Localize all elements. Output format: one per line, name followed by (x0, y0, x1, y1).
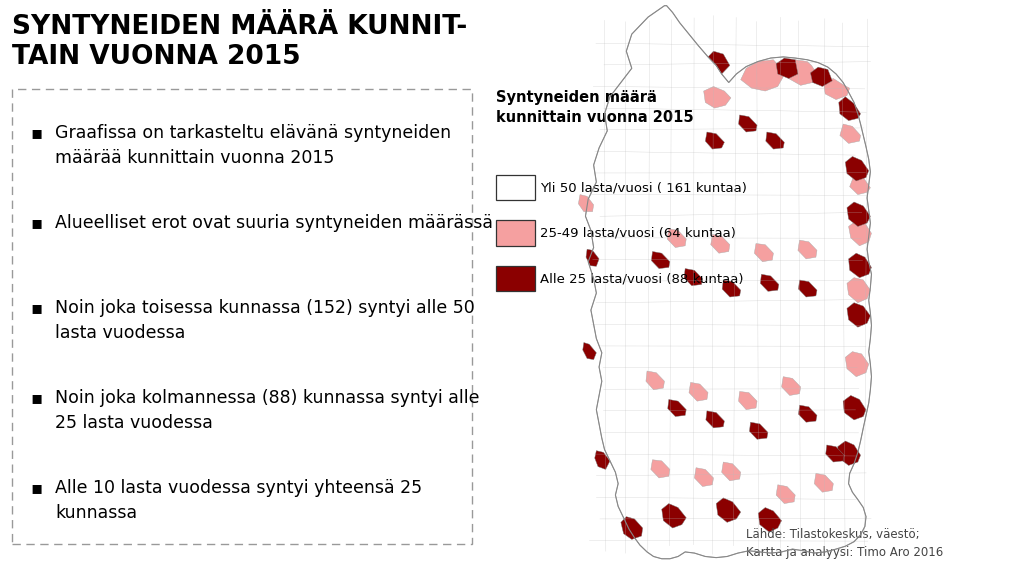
Polygon shape (847, 303, 870, 327)
Polygon shape (740, 60, 783, 91)
Text: Alle 25 lasta/vuosi (88 kuntaa): Alle 25 lasta/vuosi (88 kuntaa) (541, 273, 743, 285)
Polygon shape (849, 253, 871, 278)
Polygon shape (646, 371, 665, 390)
Polygon shape (850, 175, 870, 195)
Polygon shape (738, 391, 757, 410)
Polygon shape (823, 79, 850, 100)
Polygon shape (716, 498, 740, 522)
Text: Graafissa on tarkasteltu elävänä syntyneiden
määrää kunnittain vuonna 2015: Graafissa on tarkasteltu elävänä syntyne… (55, 124, 452, 167)
Polygon shape (621, 517, 643, 539)
Polygon shape (703, 86, 731, 108)
FancyBboxPatch shape (496, 266, 535, 291)
Polygon shape (846, 156, 868, 181)
Polygon shape (738, 115, 757, 132)
Polygon shape (799, 405, 817, 422)
Polygon shape (706, 411, 724, 428)
Polygon shape (583, 343, 596, 360)
FancyBboxPatch shape (496, 220, 535, 246)
Polygon shape (579, 195, 594, 212)
Polygon shape (847, 278, 870, 303)
Text: Alle 10 lasta vuodessa syntyi yhteensä 25
kunnassa: Alle 10 lasta vuodessa syntyi yhteensä 2… (55, 479, 422, 522)
Polygon shape (849, 221, 871, 246)
Text: Noin joka toisessa kunnassa (152) syntyi alle 50
lasta vuodessa: Noin joka toisessa kunnassa (152) syntyi… (55, 299, 475, 342)
Polygon shape (846, 352, 868, 377)
Text: Lähde: Tilastokeskus, väestö;
Kartta ja analyysi: Timo Aro 2016: Lähde: Tilastokeskus, väestö; Kartta ja … (746, 528, 943, 559)
Polygon shape (776, 58, 798, 79)
Polygon shape (781, 377, 801, 395)
Polygon shape (761, 274, 779, 291)
Text: ▪: ▪ (30, 479, 42, 497)
Polygon shape (694, 468, 714, 486)
Text: Syntyneiden määrä
kunnittain vuonna 2015: Syntyneiden määrä kunnittain vuonna 2015 (496, 90, 693, 125)
Polygon shape (758, 508, 781, 532)
Polygon shape (689, 382, 708, 401)
Polygon shape (847, 202, 870, 226)
Text: SYNTYNEIDEN MÄÄRÄ KUNNIT-: SYNTYNEIDEN MÄÄRÄ KUNNIT- (12, 14, 467, 40)
FancyBboxPatch shape (496, 175, 535, 200)
Polygon shape (755, 244, 773, 262)
Polygon shape (838, 441, 860, 465)
Polygon shape (651, 460, 670, 478)
Text: ▪: ▪ (30, 299, 42, 317)
Polygon shape (708, 51, 730, 74)
Polygon shape (706, 132, 724, 149)
Polygon shape (722, 462, 740, 481)
Polygon shape (586, 249, 599, 266)
Polygon shape (586, 6, 871, 559)
Polygon shape (595, 451, 610, 469)
Text: ▪: ▪ (30, 124, 42, 142)
Text: TAIN VUONNA 2015: TAIN VUONNA 2015 (12, 44, 301, 70)
Polygon shape (798, 240, 817, 259)
Polygon shape (651, 251, 670, 269)
Polygon shape (711, 234, 730, 253)
Polygon shape (776, 485, 796, 504)
Text: ▪: ▪ (30, 389, 42, 407)
Text: Yli 50 lasta/vuosi ( 161 kuntaa): Yli 50 lasta/vuosi ( 161 kuntaa) (541, 182, 748, 194)
Polygon shape (668, 399, 686, 417)
Polygon shape (684, 269, 702, 286)
Polygon shape (787, 60, 817, 85)
Text: Alueelliset erot ovat suuria syntyneiden määrässä: Alueelliset erot ovat suuria syntyneiden… (55, 214, 493, 232)
Polygon shape (825, 445, 844, 462)
Polygon shape (810, 67, 833, 86)
Polygon shape (722, 280, 740, 297)
Polygon shape (839, 97, 860, 121)
Text: Noin joka kolmannessa (88) kunnassa syntyi alle
25 lasta vuodessa: Noin joka kolmannessa (88) kunnassa synt… (55, 389, 479, 432)
Polygon shape (799, 280, 817, 297)
Polygon shape (814, 473, 834, 492)
Polygon shape (662, 504, 686, 528)
Polygon shape (750, 422, 768, 439)
Text: 25-49 lasta/vuosi (64 kuntaa): 25-49 lasta/vuosi (64 kuntaa) (541, 227, 736, 240)
Polygon shape (766, 132, 784, 149)
Polygon shape (840, 124, 860, 143)
Polygon shape (843, 395, 866, 420)
Polygon shape (668, 229, 686, 248)
Text: ▪: ▪ (30, 214, 42, 232)
